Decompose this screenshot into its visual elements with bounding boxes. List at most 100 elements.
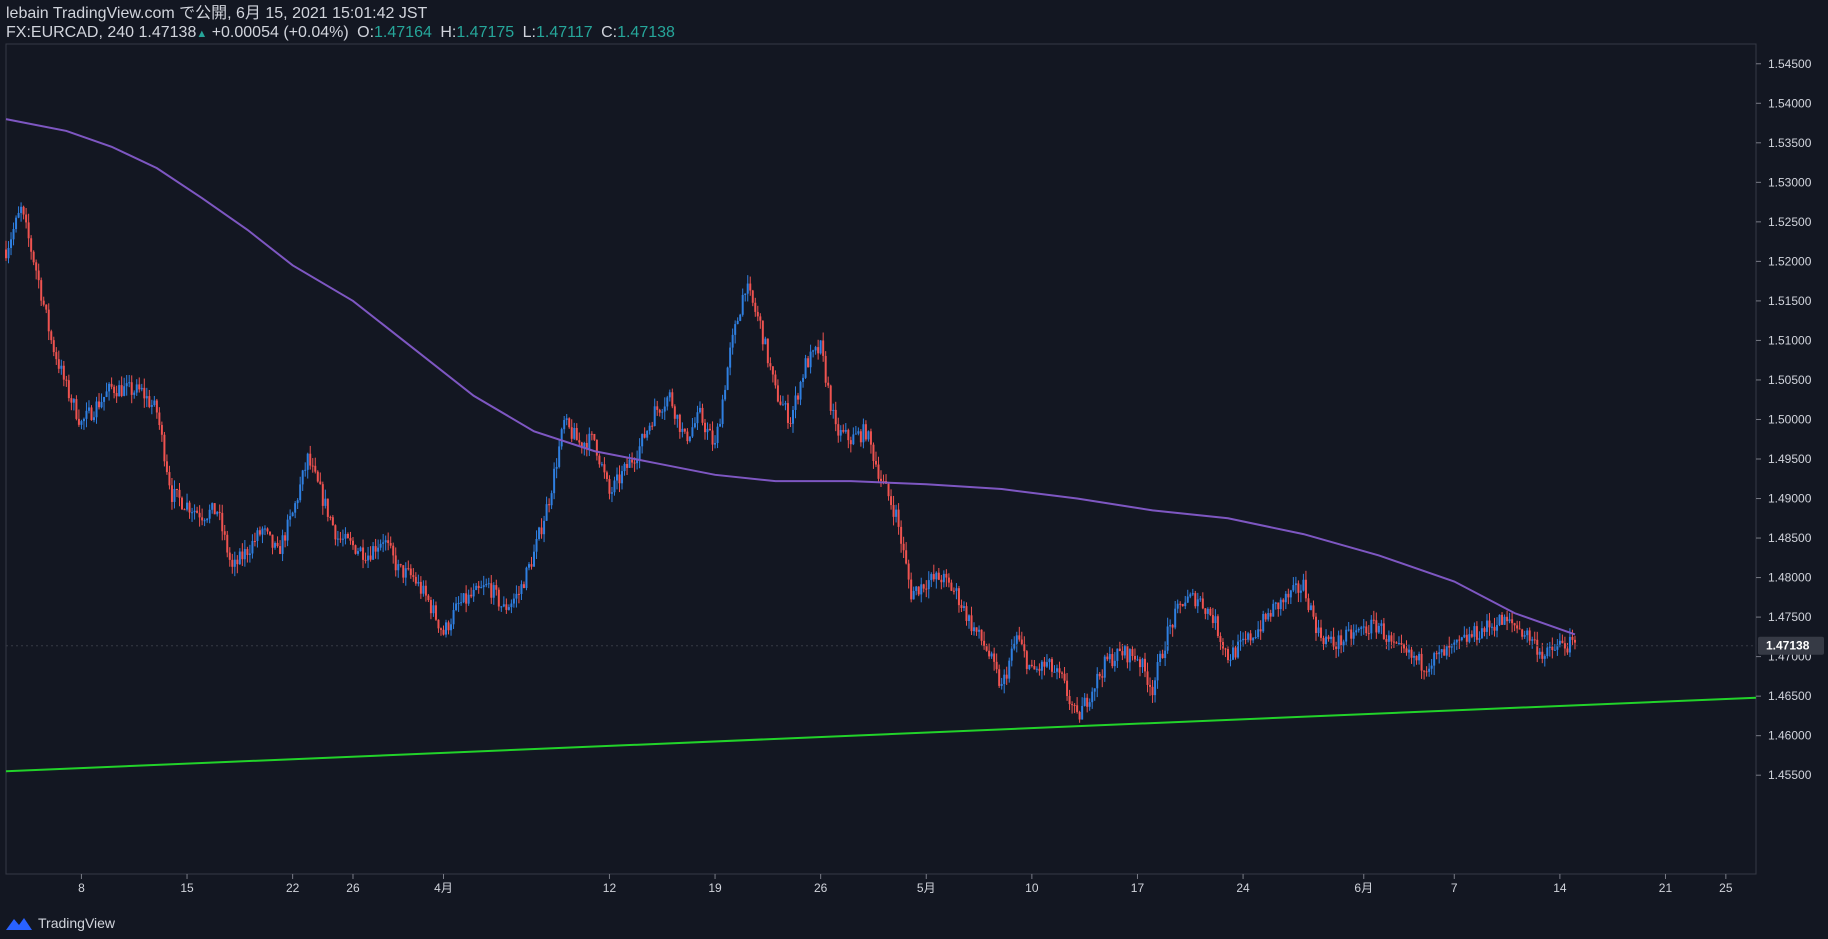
candle-body [510, 603, 513, 608]
candle-body [1566, 648, 1569, 653]
candle-body [42, 300, 45, 305]
candle-body [595, 439, 598, 456]
time-tick-label: 22 [286, 881, 300, 895]
candle-body [1161, 653, 1164, 659]
price-tick-label: 1.51000 [1768, 333, 1812, 347]
candle-body [439, 628, 442, 630]
candle-body [751, 290, 754, 303]
candle-body [784, 403, 787, 405]
candle-body [1106, 656, 1109, 660]
time-tick-label: 14 [1553, 881, 1567, 895]
candle-body [1402, 644, 1405, 649]
candle-body [1061, 672, 1064, 674]
candle-body [1528, 630, 1531, 641]
candle-body [475, 585, 478, 590]
candle-body [1038, 668, 1041, 671]
time-tick-label: 21 [1659, 881, 1673, 895]
candle-body [485, 583, 488, 586]
candle-body [291, 512, 294, 517]
candle-body [1360, 627, 1363, 629]
candle-body [585, 442, 588, 450]
candle-body [1068, 696, 1071, 705]
change-value: +0.00054 (+0.04%) [211, 24, 349, 41]
candle-body [429, 600, 432, 614]
candle-body [261, 528, 264, 535]
candle-body [103, 396, 106, 402]
chart-frame [5, 43, 1757, 875]
candle-body [477, 585, 480, 588]
candle-body [359, 547, 362, 552]
candle-body [663, 406, 666, 412]
candle-body [729, 347, 732, 368]
candle-body [847, 429, 850, 441]
candle-body [120, 385, 123, 396]
candle-body [724, 389, 727, 400]
candle-body [196, 510, 199, 513]
candle-body [869, 431, 872, 445]
last-price-label: 1.47138 [1766, 639, 1810, 653]
candle-body [85, 410, 88, 419]
candle-body [1267, 613, 1270, 620]
candle-body [1169, 625, 1172, 627]
time-axis[interactable]: 8 15 22 26 4月 12 19 26 5月 10 17 24 6月 7 14 21 25 [78, 874, 1733, 895]
candle-body [1387, 635, 1390, 642]
candle-body [1551, 646, 1554, 650]
candle-body [253, 540, 256, 542]
candle-body [505, 604, 508, 610]
candle-body [382, 542, 385, 544]
candle-body [1508, 619, 1511, 622]
candle-body [746, 283, 749, 294]
candle-body [1438, 652, 1441, 655]
candle-body [1088, 702, 1091, 707]
candle-body [1445, 645, 1448, 656]
candle-body [623, 463, 626, 472]
candle-body [678, 414, 681, 432]
candle-body [1254, 637, 1257, 639]
candle-body [950, 582, 953, 591]
candle-body [802, 377, 805, 382]
candle-body [676, 414, 679, 419]
candle-body [1423, 670, 1426, 672]
candle-body [535, 538, 538, 552]
candle-body [394, 555, 397, 571]
candle-body [1186, 596, 1189, 603]
candle-body [575, 427, 578, 441]
candle-body [193, 510, 196, 513]
candle-body [1048, 659, 1051, 663]
candle-body [1561, 640, 1564, 644]
candle-body [754, 302, 757, 312]
candle-body [5, 249, 7, 259]
candle-body [45, 304, 48, 310]
candle-body [467, 594, 470, 604]
candle-body [1335, 646, 1338, 649]
footer-brand[interactable]: TradingView [6, 915, 115, 931]
candle-body [47, 309, 50, 332]
candle-body [560, 429, 563, 447]
candle-body [1071, 704, 1074, 706]
candle-body [1093, 688, 1096, 692]
candle-body [1478, 638, 1481, 640]
candle-body [973, 627, 976, 632]
candle-body [739, 314, 742, 321]
candle-body [1382, 623, 1385, 640]
candle-body [1269, 613, 1272, 617]
candle-body [80, 421, 83, 425]
tradingview-logo-icon [6, 918, 32, 930]
candle-body [1216, 616, 1219, 637]
candle-body [1219, 636, 1222, 642]
candle-body [683, 428, 686, 432]
candle-body [40, 280, 43, 301]
candle-body [970, 615, 973, 632]
candle-body [769, 363, 772, 367]
price-axis[interactable]: 1.54500 1.54000 1.53500 1.53000 1.52500 1.520… [1756, 57, 1824, 782]
candle-body [749, 283, 752, 291]
symbol-label[interactable]: FX:EURCAD, 240 [6, 24, 135, 41]
candle-body [1428, 668, 1431, 672]
candle-body [636, 459, 639, 464]
candle-body [341, 538, 344, 540]
candle-body [1397, 643, 1400, 645]
candle-body [1101, 676, 1104, 678]
candle-body [890, 496, 893, 506]
candle-body [653, 406, 656, 426]
